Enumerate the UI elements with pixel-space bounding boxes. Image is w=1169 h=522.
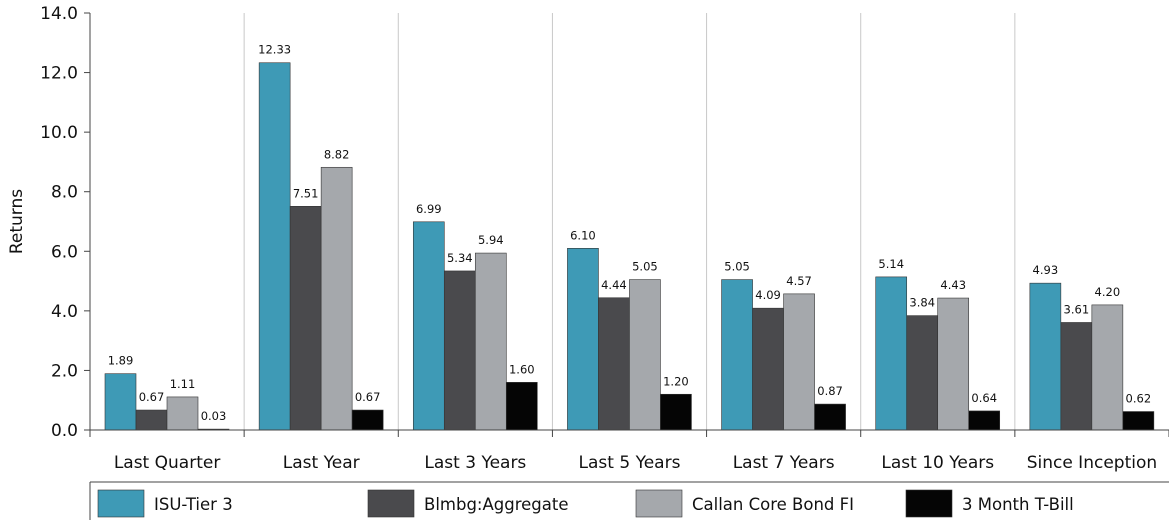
bar-value-label: 4.43 [940,278,966,292]
y-tick-label: 10.0 [40,123,78,143]
bar-callan-core-bond-fi [629,279,661,431]
bar-value-label: 4.09 [755,288,781,302]
bar-callan-core-bond-fi [166,396,199,431]
y-tick-label: 0.0 [51,421,78,441]
bar-value-label: 6.99 [416,202,442,216]
bar-value-label: 4.57 [786,274,812,288]
y-tick-label: 14.0 [40,4,78,24]
legend-label: Callan Core Bond FI [692,495,854,514]
bar-callan-core-bond-fi [474,252,507,431]
bar-value-label: 0.67 [139,390,165,404]
bar-value-label: 6.10 [570,228,596,242]
bar-value-label: 8.82 [324,147,350,161]
bar-value-label: 7.51 [293,186,319,200]
bar-callan-core-bond-fi [937,297,970,431]
x-category-label: Last 10 Years [881,453,994,473]
x-category-label: Last Year [283,453,360,473]
bar-value-label: 0.87 [817,384,843,398]
x-category-label: Last 7 Years [733,453,835,473]
y-tick-label: 2.0 [51,361,78,381]
bar-value-label: 0.03 [201,409,227,423]
legend-swatch [367,489,415,518]
bar-blmbg-aggregate [135,409,168,431]
x-category-label: Last Quarter [114,453,221,473]
bar-value-label: 5.14 [878,257,904,271]
legend-swatch [97,489,145,518]
bar-value-label: 0.62 [1126,392,1152,406]
legend-swatch [905,489,953,518]
bar-blmbg-aggregate [289,206,322,431]
bar-isu-tier-3 [412,221,445,431]
bar-isu-tier-3 [258,62,291,431]
bar-isu-tier-3 [1029,282,1062,431]
bars-layer: 1.89 0.67 1.11 0.03 12.33 7.51 8.82 0.67 6.99 5.3… [104,43,1155,431]
bar-3-month-t-bill [660,393,692,431]
bar-blmbg-aggregate [598,297,630,431]
bar-value-label: 12.33 [258,43,291,57]
bar-callan-core-bond-fi [1091,304,1124,431]
bar-value-label: 3.61 [1064,302,1090,316]
bar-value-label: 5.94 [478,233,504,247]
y-tick-label: 6.0 [51,242,78,262]
bar-value-label: 4.20 [1095,285,1121,299]
bar-value-label: 1.11 [170,377,196,391]
y-tick-label: 12.0 [40,64,78,84]
legend-swatch [635,489,683,518]
bar-3-month-t-bill [505,382,538,431]
bar-isu-tier-3 [104,373,137,431]
legend-label: 3 Month T-Bill [962,495,1074,514]
grid-layer [243,13,1016,430]
y-tick-label: 4.0 [51,302,78,322]
bar-value-label: 3.84 [909,296,935,310]
bar-isu-tier-3 [721,279,753,431]
bar-isu-tier-3 [875,276,908,431]
y-tick-label: 8.0 [51,183,78,203]
bar-value-label: 5.05 [724,260,750,274]
x-category-label: Last 5 Years [579,453,681,473]
bar-value-label: 0.67 [355,390,381,404]
bar-3-month-t-bill [351,409,384,431]
bar-value-label: 4.93 [1033,263,1059,277]
bar-value-label: 5.34 [447,251,473,265]
axes-layer: 0.0 2.0 4.0 6.0 8.0 10.0 12.0 14.0 Last Quarter L… [40,4,1169,473]
bar-blmbg-aggregate [1060,322,1093,431]
bar-blmbg-aggregate [752,307,784,431]
bar-blmbg-aggregate [443,270,476,431]
legend: ISU-Tier 3 Blmbg:Aggregate Callan Core Bon… [89,481,1169,520]
bar-3-month-t-bill [1122,411,1155,431]
bar-value-label: 5.05 [632,260,658,274]
bar-value-label: 1.20 [663,374,689,388]
y-axis-title: Returns [7,189,27,254]
bar-value-label: 0.64 [971,391,997,405]
bar-3-month-t-bill [968,410,1001,431]
bar-callan-core-bond-fi [783,293,815,431]
bar-blmbg-aggregate [906,315,939,431]
bar-isu-tier-3 [567,248,599,431]
legend-label: Blmbg:Aggregate [424,495,569,514]
bar-callan-core-bond-fi [320,166,353,431]
x-category-label: Since Inception [1027,453,1157,473]
bar-3-month-t-bill [814,403,846,431]
x-category-label: Last 3 Years [424,453,526,473]
bar-value-label: 1.60 [509,362,535,376]
legend-label: ISU-Tier 3 [154,495,233,514]
bar-value-label: 1.89 [108,354,134,368]
bar-value-label: 4.44 [601,278,627,292]
